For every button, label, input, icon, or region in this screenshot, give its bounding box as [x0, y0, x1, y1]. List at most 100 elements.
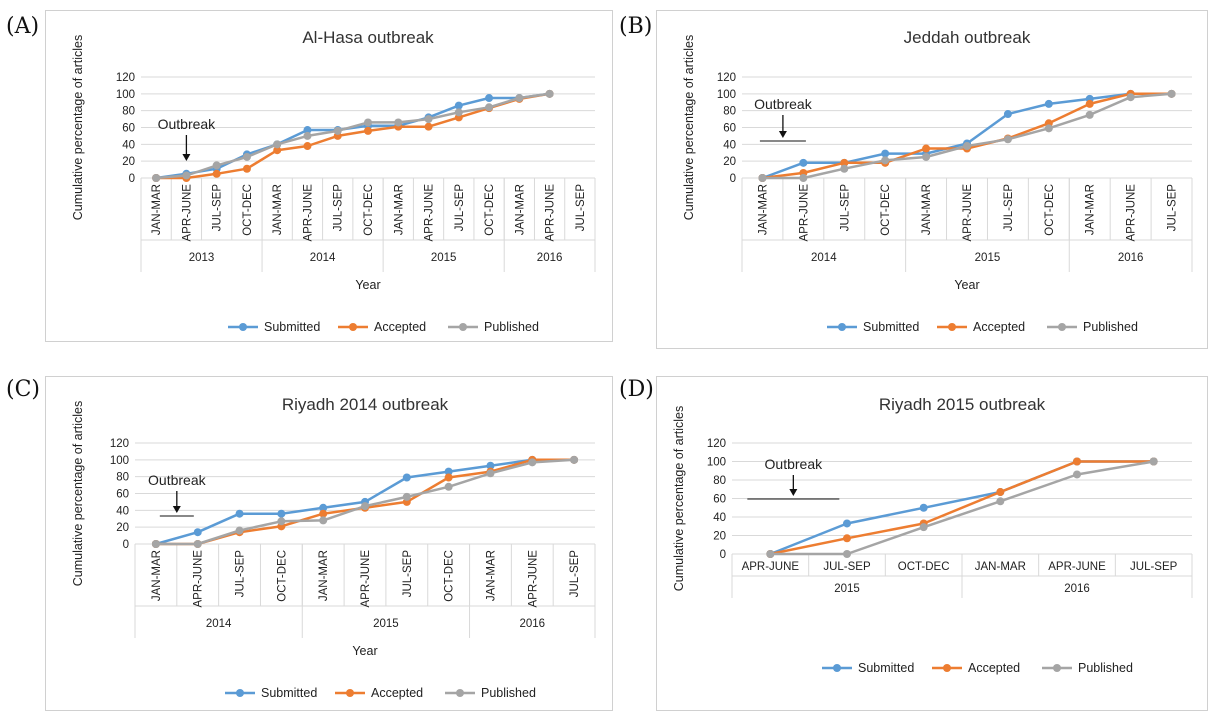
data-point-published [843, 550, 851, 558]
chart-panel-riyadh-2014: Riyadh 2014 outbreak 0 20 40 60 80 100 120 Cumul… [45, 376, 613, 711]
x-tick-label: JUL-SEP [454, 184, 466, 232]
data-point-published [394, 118, 403, 127]
x-tick-label: JAN-MAR [921, 184, 933, 235]
outbreak-arrow-head [789, 489, 798, 496]
data-point-published [454, 108, 463, 117]
legend-marker-published [1053, 664, 1061, 672]
x-tick-label: JUL-SEP [1167, 184, 1179, 232]
panel-letter-d: (D) [619, 377, 654, 402]
x-tick-label: APR-JUNE [181, 184, 193, 242]
x-group-label: 2016 [1118, 252, 1144, 264]
x-tick-label: APR-JUNE [545, 184, 557, 242]
x-tick-label: OCT-DEC [363, 184, 375, 236]
data-point-published [277, 517, 286, 526]
data-point-published [485, 103, 494, 112]
outbreak-annotation: Outbreak [158, 116, 217, 132]
data-point-published [319, 516, 328, 525]
panel-letter-b: (B) [619, 14, 653, 39]
x-group-label: 2014 [811, 252, 837, 264]
x-tick-label: JAN-MAR [485, 550, 497, 601]
data-point-published [758, 174, 767, 182]
x-tick-label: OCT-DEC [444, 550, 456, 602]
y-tick-label: 100 [116, 89, 135, 101]
x-group-label: 2014 [206, 618, 232, 630]
legend-label-published: Published [1078, 661, 1133, 675]
y-tick-label: 120 [707, 438, 726, 450]
legend-label-submitted: Submitted [863, 320, 919, 334]
y-tick-label: 100 [707, 457, 726, 469]
x-tick-label: JUL-SEP [1130, 561, 1178, 573]
data-point-accepted [843, 534, 851, 543]
data-point-published [364, 118, 372, 127]
x-axis-label: Year [355, 278, 380, 292]
data-point-published [570, 455, 579, 464]
x-tick-label: JUL-SEP [212, 184, 224, 232]
legend-marker-accepted [346, 689, 354, 697]
y-tick-label: 120 [116, 72, 135, 84]
outbreak-annotation: Outbreak [148, 472, 207, 488]
chart-panel-al-hasa: Al-Hasa outbreak 0 20 40 60 80 100 120 Cumulativ… [45, 10, 613, 342]
x-tick-label: APR-JUNE [302, 184, 314, 242]
x-tick-label: APR-JUNE [424, 184, 436, 242]
x-group-label: 2015 [431, 252, 457, 264]
x-tick-label: JAN-MAR [318, 550, 330, 601]
panel-letter-c: (C) [6, 377, 40, 402]
data-point-published [766, 550, 775, 558]
x-tick-label: APR-JUNE [193, 550, 205, 608]
x-tick-label: OCT-DEC [898, 561, 950, 573]
x-tick-label: JUL-SEP [1003, 184, 1015, 232]
y-tick-label: 60 [116, 489, 129, 501]
data-point-submitted [799, 158, 808, 167]
x-group-label: 2015 [834, 583, 860, 595]
data-point-published [152, 174, 161, 182]
data-point-published [235, 526, 244, 535]
data-point-published [1044, 124, 1053, 133]
data-point-published [1085, 110, 1094, 119]
x-tick-label: OCT-DEC [242, 184, 254, 236]
chart-svg: Jeddah outbreak 0 20 40 60 80 100 120 Cumulative… [682, 28, 1193, 334]
data-point-published [996, 497, 1005, 506]
y-tick-label: 0 [720, 549, 726, 561]
x-axis-label: Year [954, 278, 979, 292]
y-tick-label: 20 [116, 522, 129, 534]
chart-panel-jeddah: Jeddah outbreak 0 20 40 60 80 100 120 Cumulative… [656, 10, 1208, 349]
data-point-submitted [843, 519, 851, 528]
y-tick-label: 100 [717, 89, 736, 101]
x-group-label: 2015 [373, 618, 399, 630]
x-group-label: 2016 [519, 618, 545, 630]
x-tick-label: APR-JUNE [962, 184, 974, 242]
x-axis-label: Year [352, 644, 377, 658]
x-group-label: 2016 [1064, 583, 1090, 595]
y-tick-label: 60 [122, 123, 135, 135]
chart-svg: Al-Hasa outbreak 0 20 40 60 80 100 120 Cumulativ… [71, 28, 596, 334]
data-point-accepted [212, 169, 221, 178]
series-line-published [155, 92, 550, 180]
data-point-submitted [402, 473, 411, 482]
data-point-accepted [996, 488, 1005, 497]
data-point-published [333, 126, 342, 135]
data-point-published [1149, 457, 1158, 466]
legend-label-submitted: Submitted [261, 686, 317, 700]
x-tick-label: APR-JUNE [798, 184, 810, 242]
chart-svg: Riyadh 2014 outbreak 0 20 40 60 80 100 120 Cumul… [71, 395, 596, 700]
x-group-label: 2016 [537, 252, 563, 264]
data-point-published [486, 469, 495, 478]
x-tick-label: JUL-SEP [235, 550, 247, 598]
data-point-published [444, 482, 453, 491]
data-point-submitted [319, 503, 328, 512]
data-point-published [424, 115, 433, 124]
x-tick-label: JUL-SEP [569, 550, 581, 598]
y-tick-label: 60 [713, 494, 726, 506]
y-tick-label: 40 [122, 139, 135, 151]
x-tick-label: JUL-SEP [823, 561, 871, 573]
legend-label-accepted: Accepted [968, 661, 1020, 675]
x-tick-label: JAN-MAR [514, 184, 526, 235]
x-tick-label: JAN-MAR [151, 550, 163, 601]
data-point-published [1167, 89, 1176, 98]
legend-marker-published [456, 689, 464, 697]
data-point-submitted [1003, 110, 1012, 119]
data-point-submitted [444, 467, 453, 476]
x-tick-label: APR-JUNE [527, 550, 539, 608]
data-point-published [361, 502, 369, 511]
data-point-accepted [273, 146, 282, 155]
